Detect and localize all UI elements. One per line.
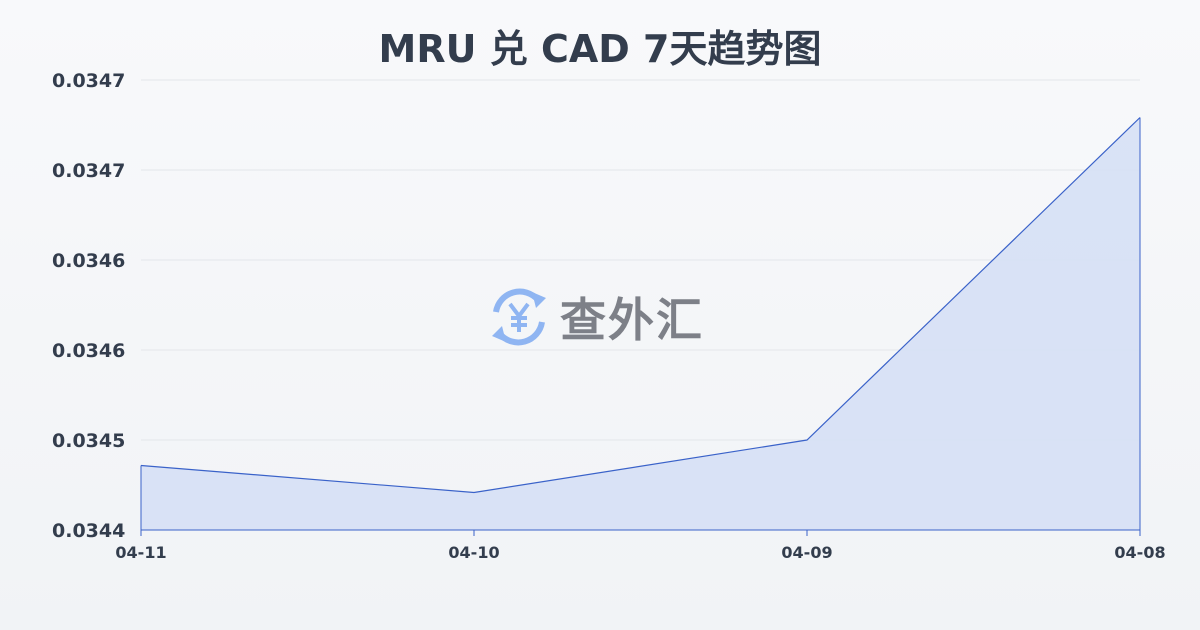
area-fill <box>141 117 1140 530</box>
x-tick-label: 04-08 <box>1114 543 1165 562</box>
x-tick-label: 04-10 <box>448 543 499 562</box>
yen-exchange-icon <box>492 288 546 346</box>
y-tick-label: 0.0344 <box>52 520 125 542</box>
watermark-text: 查外汇 <box>560 293 704 347</box>
y-tick-label: 0.0346 <box>52 340 125 362</box>
x-tick-label: 04-09 <box>781 543 832 562</box>
y-tick-label: 0.0347 <box>52 160 125 182</box>
y-tick-label: 0.0347 <box>52 70 125 92</box>
watermark: 查外汇 <box>488 284 704 350</box>
y-tick-label: 0.0345 <box>52 430 125 452</box>
x-tick-label: 04-11 <box>115 543 166 562</box>
chart-title: MRU 兑 CAD 7天趋势图 <box>378 27 822 71</box>
y-tick-label: 0.0346 <box>52 250 125 272</box>
series-line <box>140 117 1141 494</box>
